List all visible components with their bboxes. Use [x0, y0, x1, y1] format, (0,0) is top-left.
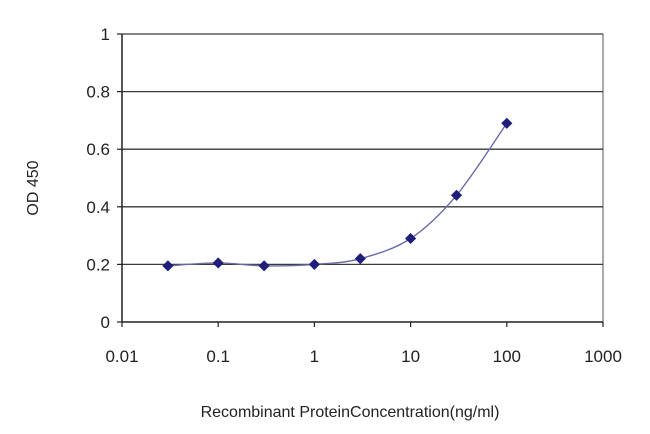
y-tick-label: 1	[101, 25, 110, 44]
data-point-marker	[405, 232, 417, 245]
y-tick-label: 0.6	[86, 140, 110, 159]
data-point-marker	[258, 260, 270, 272]
plot-area-frame	[121, 33, 604, 323]
x-tick-label: 10	[401, 347, 420, 366]
y-axis-title: OD 450	[25, 160, 42, 215]
data-point-marker	[308, 258, 320, 270]
data-point-marker	[501, 117, 513, 129]
x-tick-label: 1	[310, 347, 319, 366]
y-tick-label: 0.2	[86, 255, 110, 274]
data-point-marker	[212, 257, 224, 269]
data-point-marker	[162, 260, 174, 272]
y-tick-label: 0.8	[86, 83, 110, 102]
x-tick-label: 0.01	[105, 347, 138, 366]
data-point-marker	[450, 189, 463, 201]
x-tick-label: 1000	[584, 347, 622, 366]
y-tick-label: 0.4	[86, 198, 110, 217]
data-point-marker	[354, 253, 366, 265]
x-axis-title: Recombinant ProteinConcentration(ng/ml)	[201, 404, 500, 421]
y-tick-label: 0	[101, 313, 110, 332]
x-tick-label: 100	[493, 347, 521, 366]
x-tick-label: 0.1	[206, 347, 230, 366]
